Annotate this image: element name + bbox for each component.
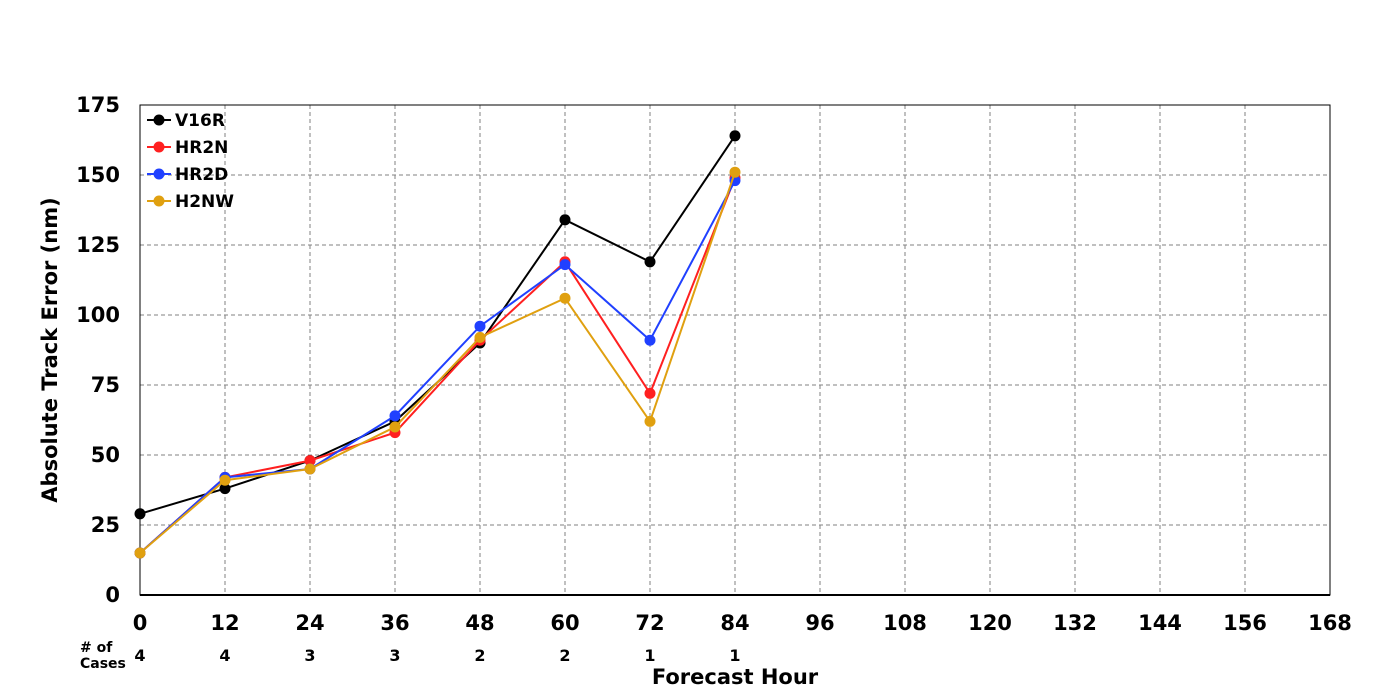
- data-point-v16r: [729, 130, 741, 142]
- data-point-v16r: [644, 256, 656, 268]
- cases-count: 3: [389, 646, 400, 665]
- legend-label-hr2n: HR2N: [175, 138, 228, 158]
- data-point-h2nw: [644, 415, 656, 427]
- x-tick-label: 0: [133, 611, 148, 635]
- x-axis-title: Forecast Hour: [652, 665, 819, 689]
- cases-label-line2: Cases: [80, 656, 126, 672]
- cases-count: 2: [474, 646, 485, 665]
- legend-marker-hr2n: [153, 141, 165, 153]
- x-tick-label: 36: [380, 611, 409, 635]
- data-point-h2nw: [304, 463, 316, 475]
- cases-count: 1: [644, 646, 655, 665]
- x-tick-label: 120: [968, 611, 1012, 635]
- x-tick-label: 96: [805, 611, 834, 635]
- cases-count: 4: [219, 646, 230, 665]
- legend-label-v16r: V16R: [175, 111, 225, 131]
- legend-marker-v16r: [153, 114, 165, 126]
- y-tick-label: 50: [91, 443, 120, 467]
- cases-count: 4: [134, 646, 145, 665]
- data-point-h2nw: [219, 474, 231, 486]
- legend-label-h2nw: H2NW: [175, 192, 234, 212]
- data-point-hr2n: [644, 387, 656, 399]
- data-point-hr2d: [644, 334, 656, 346]
- y-tick-label: 150: [76, 163, 120, 187]
- data-point-h2nw: [134, 547, 146, 559]
- data-point-h2nw: [559, 292, 571, 304]
- x-tick-label: 24: [295, 611, 324, 635]
- y-tick-label: 0: [105, 583, 120, 607]
- data-point-hr2n: [304, 455, 316, 467]
- grid: [140, 105, 1330, 595]
- data-point-hr2d: [389, 410, 401, 422]
- x-tick-label: 108: [883, 611, 927, 635]
- x-axis-ticks: 0 12 24 36 48 60 72 84 96 108 120 132 144 156 168: [133, 611, 1352, 635]
- legend: V16R HR2N HR2D H2NW: [147, 111, 234, 212]
- data-point-h2nw: [729, 166, 741, 178]
- y-tick-label: 75: [91, 373, 120, 397]
- data-point-v16r: [134, 508, 146, 520]
- series-line-hr2d: [139, 180, 736, 554]
- y-tick-label: 125: [76, 233, 120, 257]
- cases-count: 1: [729, 646, 740, 665]
- cases-count: 2: [559, 646, 570, 665]
- x-tick-label: 12: [210, 611, 239, 635]
- legend-marker-h2nw: [153, 195, 165, 207]
- cases-label-line1: # of: [80, 640, 113, 656]
- x-tick-label: 60: [550, 611, 579, 635]
- y-tick-label: 175: [76, 93, 120, 117]
- y-axis-ticks: 0 25 50 75 100 125 150 175: [76, 93, 120, 607]
- data-point-h2nw: [389, 421, 401, 433]
- data-point-hr2d: [559, 259, 571, 271]
- x-tick-label: 48: [465, 611, 494, 635]
- series-line-hr2n: [139, 177, 736, 554]
- series-line-h2nw: [139, 171, 736, 554]
- x-tick-label: 132: [1053, 611, 1097, 635]
- cases-count: 3: [304, 646, 315, 665]
- x-tick-label: 168: [1308, 611, 1352, 635]
- y-tick-label: 25: [91, 513, 120, 537]
- x-tick-label: 156: [1223, 611, 1267, 635]
- data-point-hr2d: [474, 320, 486, 332]
- x-tick-label: 144: [1138, 611, 1182, 635]
- data-point-v16r: [219, 483, 231, 495]
- data-point-v16r: [559, 214, 571, 226]
- series-lines: [134, 130, 741, 559]
- y-axis-title: Absolute Track Error (nm): [38, 197, 62, 502]
- x-tick-label: 84: [720, 611, 749, 635]
- cases-row: 4 4 3 3 2 2 1 1: [134, 646, 740, 665]
- data-point-h2nw: [474, 331, 486, 343]
- x-tick-label: 72: [635, 611, 664, 635]
- y-tick-label: 100: [76, 303, 120, 327]
- legend-label-hr2d: HR2D: [175, 165, 228, 185]
- legend-marker-hr2d: [153, 168, 165, 180]
